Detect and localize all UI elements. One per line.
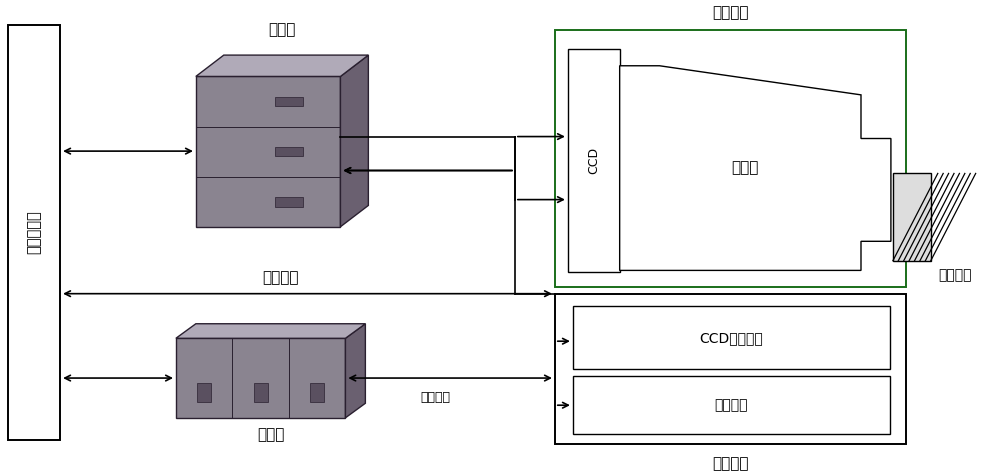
Text: 紫外镜头: 紫外镜头 — [939, 268, 972, 282]
Text: 数传接口: 数传接口 — [262, 270, 299, 285]
Text: 二次电源: 二次电源 — [420, 391, 450, 404]
Bar — [310, 383, 324, 402]
Text: 电源筱: 电源筱 — [257, 428, 284, 443]
Bar — [893, 173, 931, 261]
Polygon shape — [196, 55, 368, 76]
Bar — [275, 97, 303, 106]
Text: 电子学筱: 电子学筱 — [712, 456, 749, 472]
Bar — [555, 294, 906, 444]
Polygon shape — [196, 76, 340, 227]
Bar — [197, 383, 211, 402]
Bar — [254, 383, 268, 402]
Text: 光机头部: 光机头部 — [712, 5, 749, 20]
Polygon shape — [176, 324, 365, 338]
Polygon shape — [620, 66, 891, 270]
Bar — [8, 25, 60, 440]
Text: 光谱仪: 光谱仪 — [732, 161, 759, 175]
Bar — [893, 173, 931, 261]
Text: CCD: CCD — [587, 147, 600, 174]
Polygon shape — [340, 55, 368, 227]
Bar — [573, 306, 890, 369]
Bar — [275, 147, 303, 156]
Bar — [275, 197, 303, 207]
Text: 数传系统: 数传系统 — [715, 398, 748, 412]
Polygon shape — [345, 324, 365, 418]
Text: CCD驱动控制: CCD驱动控制 — [699, 331, 763, 345]
Bar — [568, 49, 620, 273]
Text: 温控筱: 温控筱 — [268, 23, 296, 37]
Bar — [555, 30, 906, 287]
Bar — [573, 376, 890, 434]
Polygon shape — [176, 338, 345, 418]
Text: 控制计算机: 控制计算机 — [27, 211, 42, 255]
